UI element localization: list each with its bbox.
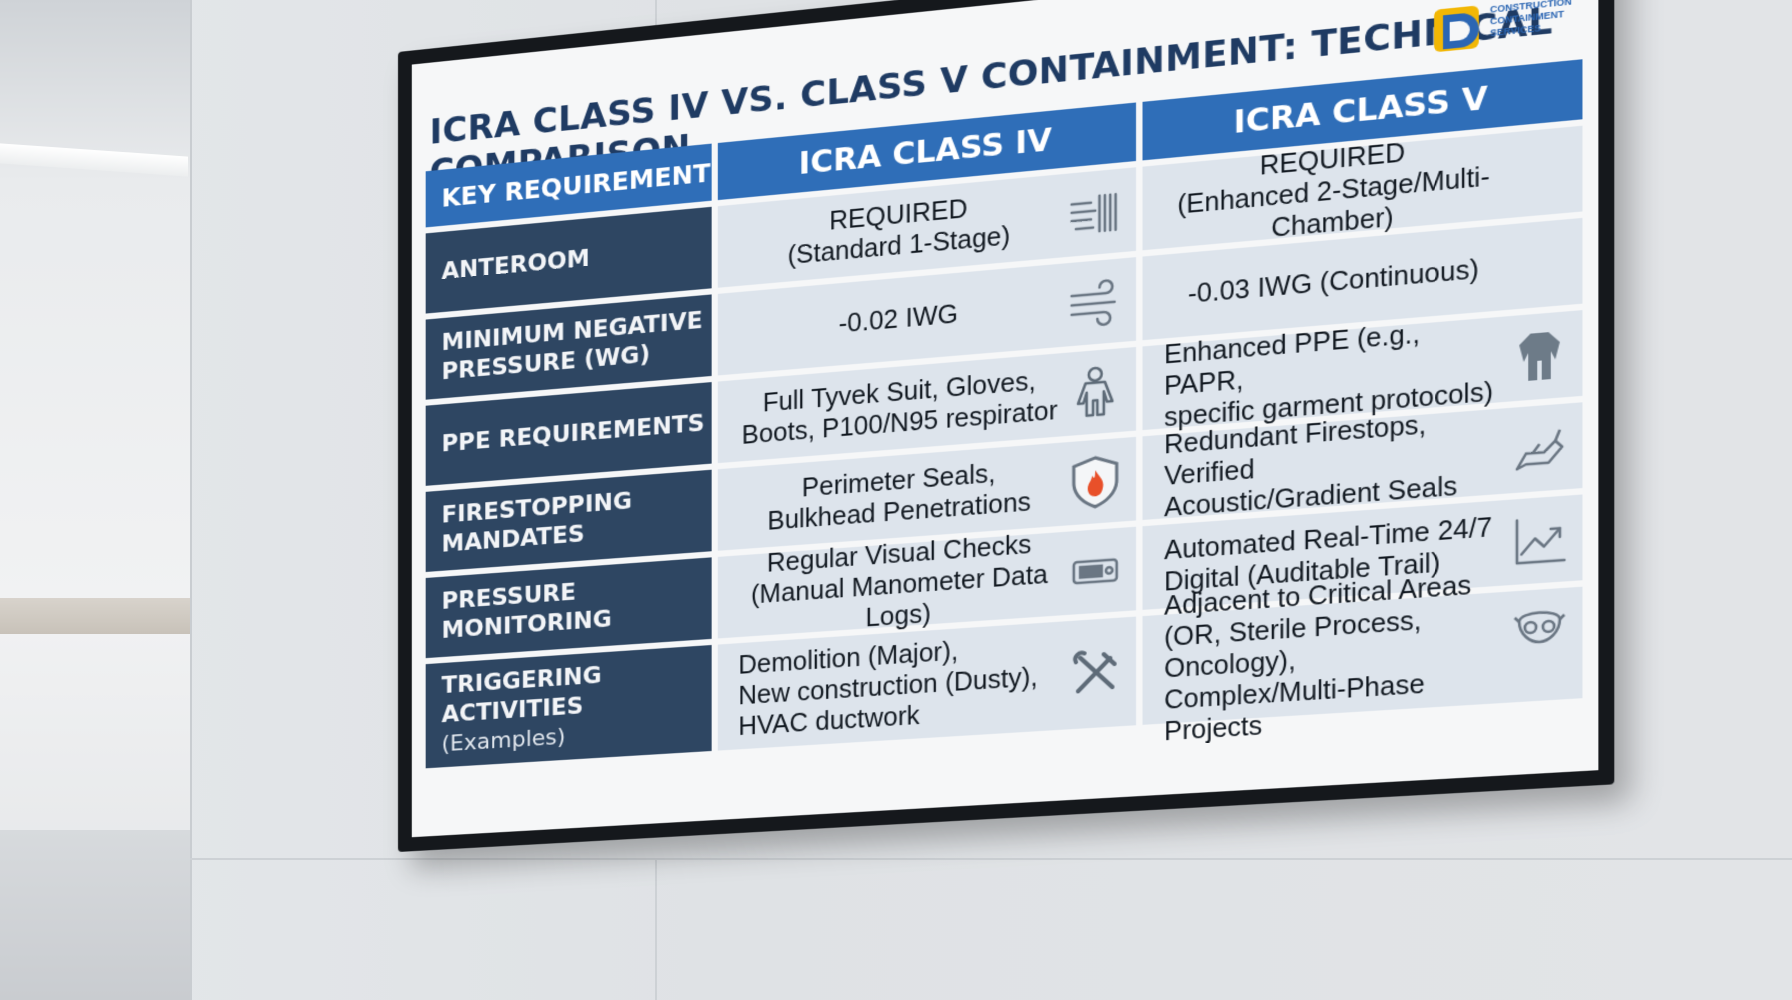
cell-class-v-triggering: Adjacent to Critical Areas (OR, Sterile … [1143,587,1583,725]
comparison-table: KEY REQUIREMENT ICRA CLASS IV ICRA CLASS… [426,59,1583,820]
row-label-text: PPE REQUIREMENTS [442,408,712,459]
row-label-text: ANTEROOM [442,233,712,287]
cell-text: -0.02 IWG [839,299,958,340]
row-label-ppe: PPE REQUIREMENTS [426,382,712,486]
trend-chart-icon [1510,510,1569,570]
respirator-mask-icon [1510,595,1569,654]
row-label-negative-pressure: MINIMUM NEGATIVE PRESSURE (WG) [426,294,712,399]
sealant-gun-icon [1510,418,1569,478]
row-label-triggering-activities: TRIGGERING ACTIVITIES (Examples) [426,645,712,768]
row-label-pressure-monitoring: PRESSURE MONITORING [426,557,712,658]
wall-monitor: ICRA CLASS IV VS. CLASS V CONTAINMENT: T… [398,0,1614,852]
row-label-firestopping: FIRESTOPPING MANDATES [426,470,712,572]
wall-handrail [0,598,190,634]
wind-icon [1067,273,1123,332]
wall-panel-seam [190,858,1792,860]
manometer-icon [1067,542,1123,600]
hazmat-suit-icon [1067,363,1123,422]
tools-icon [1067,645,1123,703]
wall-panel-seam [655,860,657,1000]
logo-text: CONSTRUCTION CONTAINMENT SERVICES [1490,0,1580,39]
corridor-floor [0,830,190,1000]
cell-text: -0.03 IWG (Continuous) [1188,254,1479,311]
coverall-icon [1510,326,1569,386]
logo-mark-icon [1432,0,1486,56]
row-label-text: PRESSURE MONITORING [442,569,712,646]
airflow-filter-icon [1067,183,1123,242]
fire-shield-icon [1067,452,1123,510]
monitor-screen: ICRA CLASS IV VS. CLASS V CONTAINMENT: T… [412,0,1599,837]
